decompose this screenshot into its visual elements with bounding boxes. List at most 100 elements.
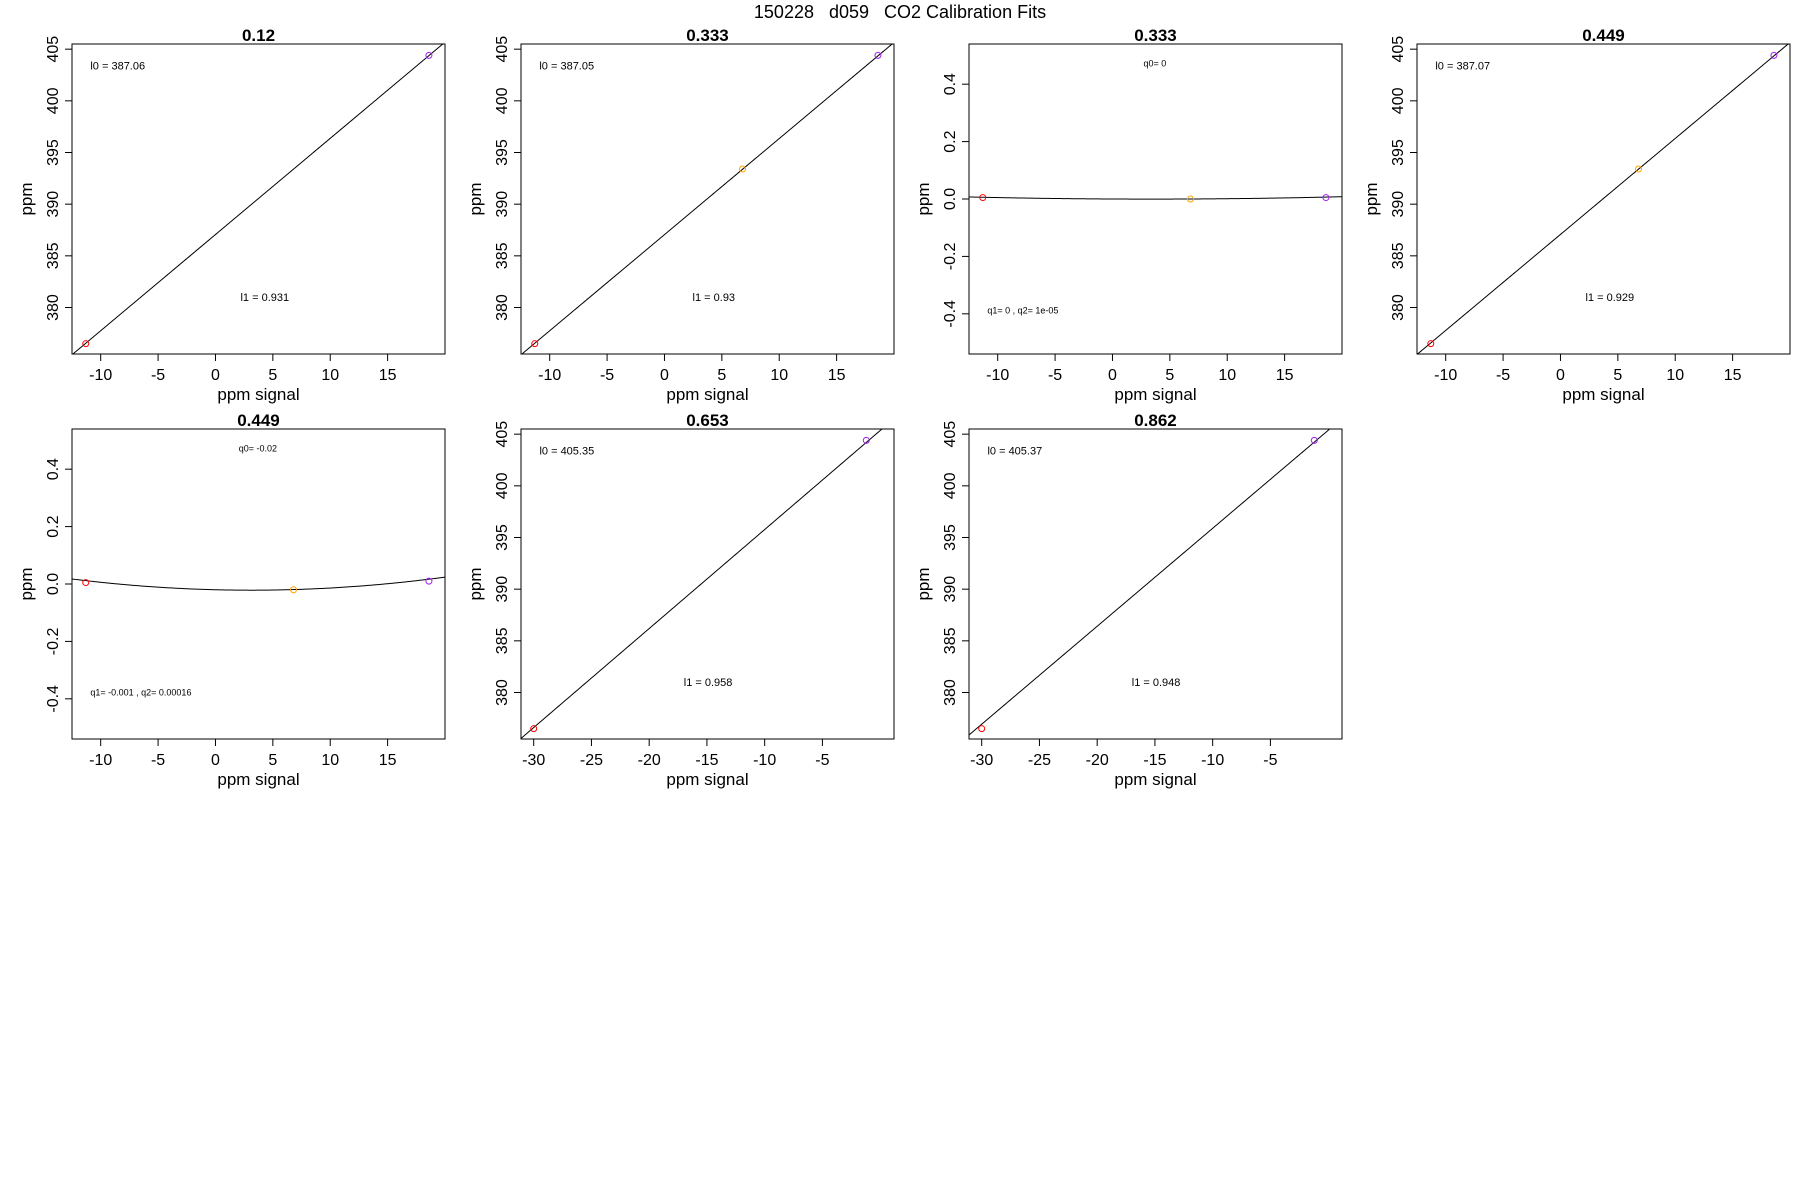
panel-title: 0.333: [1134, 26, 1177, 45]
panel-title: 0.449: [237, 411, 280, 430]
x-axis: -10 -5 0 5 10 15: [986, 353, 1294, 384]
x-axis: -30 -25 -20 -15 -10 -5: [970, 738, 1278, 769]
panel-title: 0.653: [686, 411, 729, 430]
data-point-2: [739, 165, 747, 173]
data-point-2: [1310, 436, 1318, 444]
coefficient-annotation: q0= 0: [1144, 58, 1167, 68]
x-tick-label: -10: [1434, 367, 1457, 384]
y-tick-label: -0.2: [942, 243, 959, 271]
data-point-2: [1187, 195, 1195, 203]
y-tick-label: 390: [1390, 191, 1407, 218]
fit-line: [1417, 44, 1789, 354]
x-tick-label: 15: [379, 752, 397, 769]
y-tick-label: 380: [942, 679, 959, 706]
x-tick-label: 5: [268, 752, 277, 769]
y-tick-label: 405: [494, 421, 511, 448]
y-axis-label: ppm: [17, 567, 36, 600]
x-tick-label: 0: [211, 752, 220, 769]
chart-panel-2: 0.333 -10 -5 0 5 10 15 ppm signal 380 385 390 395 40…: [466, 26, 895, 404]
figure-title: 150228 d059 CO2 Calibration Fits: [753, 2, 1047, 22]
y-tick-label: 0.2: [45, 515, 62, 537]
x-tick-label: -5: [1263, 752, 1277, 769]
x-tick-label: 0: [1556, 367, 1565, 384]
y-tick-label: 405: [494, 36, 511, 63]
data-point-1: [82, 340, 90, 348]
y-tick-label: 385: [494, 242, 511, 269]
x-tick-label: 5: [268, 367, 277, 384]
y-tick-label: 0.0: [942, 188, 959, 210]
x-tick-label: 10: [1666, 367, 1684, 384]
x-tick-label: 0: [211, 367, 220, 384]
coefficient-annotation: l0 = 387.06: [90, 61, 145, 73]
x-axis-label: ppm signal: [1562, 385, 1644, 404]
x-tick-label: -20: [638, 752, 661, 769]
y-tick-label: 400: [494, 87, 511, 114]
y-tick-label: 405: [942, 421, 959, 448]
y-axis: -0.4 -0.2 0.0 0.2 0.4: [45, 458, 73, 713]
x-tick-label: -5: [1496, 367, 1510, 384]
y-tick-label: 0.2: [942, 130, 959, 152]
y-tick-label: 400: [1390, 87, 1407, 114]
y-tick-label: 405: [45, 36, 62, 63]
x-tick-label: 5: [1613, 367, 1622, 384]
y-tick-label: 0.0: [45, 573, 62, 595]
data-point-2: [290, 586, 298, 594]
y-tick-label: 385: [45, 242, 62, 269]
x-tick-label: -15: [695, 752, 718, 769]
y-axis: -0.4 -0.2 0.0 0.2 0.4: [942, 73, 970, 328]
x-axis-label: ppm signal: [217, 385, 299, 404]
x-tick-label: -5: [151, 367, 165, 384]
coefficient-annotation: q1= -0.001 , q2= 0.00016: [90, 687, 191, 697]
x-tick-label: 15: [379, 367, 397, 384]
fit-line: [969, 196, 1342, 200]
coefficient-annotation: l1 = 0.948: [1132, 677, 1181, 689]
y-axis: 380 385 390 395 400 405: [942, 421, 970, 706]
y-tick-label: -0.4: [45, 685, 62, 713]
y-tick-label: 400: [45, 87, 62, 114]
chart-panel-1: 0.12 -10 -5 0 5 10 15 ppm signal 380 385 390 395 400…: [17, 26, 446, 404]
coefficient-annotation: l1 = 0.929: [1585, 292, 1634, 304]
fit-line: [521, 429, 883, 739]
chart-panel-4: 0.449 -10 -5 0 5 10 15 ppm signal 380 385 390 395 40…: [1362, 26, 1791, 404]
x-axis: -10 -5 0 5 10 15: [89, 738, 397, 769]
x-tick-label: 15: [828, 367, 846, 384]
x-tick-label: 15: [1724, 367, 1742, 384]
fit-line: [72, 576, 445, 591]
coefficient-annotation: l1 = 0.958: [684, 677, 733, 689]
data-point-1: [530, 725, 538, 733]
coefficient-annotation: l1 = 0.93: [693, 292, 736, 304]
x-tick-label: -10: [1201, 752, 1224, 769]
y-tick-label: 395: [1390, 139, 1407, 166]
y-tick-label: -0.2: [45, 628, 62, 656]
data-point-3: [425, 577, 433, 585]
y-tick-label: 380: [45, 294, 62, 321]
x-tick-label: -10: [986, 367, 1009, 384]
y-tick-label: 390: [45, 191, 62, 218]
x-tick-label: -30: [522, 752, 545, 769]
y-axis: 380 385 390 395 400 405: [494, 36, 522, 321]
y-tick-label: 395: [942, 524, 959, 551]
coefficient-annotation: q0= -0.02: [239, 443, 277, 453]
chart-panel-5: 0.449 -10 -5 0 5 10 15 ppm signal -0.4 -0.2 0.0 0.2…: [17, 411, 446, 789]
x-axis-label: ppm signal: [666, 770, 748, 789]
x-tick-label: 10: [770, 367, 788, 384]
y-tick-label: 380: [1390, 294, 1407, 321]
x-tick-label: -10: [89, 367, 112, 384]
y-tick-label: 0.4: [942, 73, 959, 95]
chart-panel-7: 0.862 -30 -25 -20 -15 -10 -5 ppm signal 380 385 39…: [914, 411, 1343, 789]
y-axis-label: ppm: [466, 182, 485, 215]
x-tick-label: -30: [970, 752, 993, 769]
data-point-1: [979, 194, 987, 202]
x-tick-label: 15: [1276, 367, 1294, 384]
coefficient-annotation: l0 = 387.05: [539, 61, 594, 73]
y-axis-label: ppm: [914, 567, 933, 600]
x-tick-label: 10: [1218, 367, 1236, 384]
x-tick-label: -5: [815, 752, 829, 769]
data-point-3: [1322, 194, 1330, 202]
data-point-1: [978, 725, 986, 733]
y-tick-label: 395: [45, 139, 62, 166]
y-tick-label: 390: [942, 576, 959, 603]
y-axis: 380 385 390 395 400 405: [1390, 36, 1418, 321]
x-tick-label: 0: [660, 367, 669, 384]
